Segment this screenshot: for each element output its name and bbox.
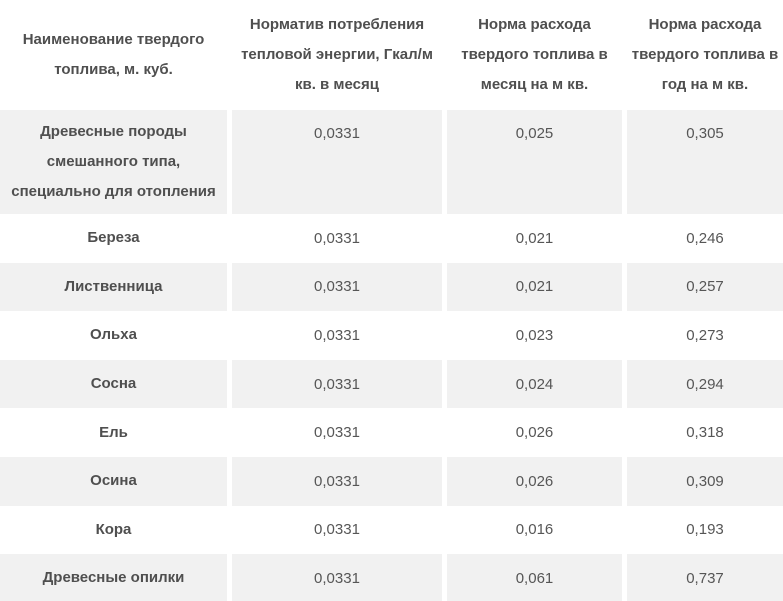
column-header-fuel-name: Наименование твердого топлива, м. куб. bbox=[0, 0, 227, 110]
table-row: Древесные опилки 0,0331 0,061 0,737 bbox=[0, 554, 783, 601]
yearly-rate-cell: 0,305 bbox=[627, 110, 783, 214]
header-line: месяц на м кв. bbox=[480, 76, 589, 93]
yearly-rate-cell: 0,294 bbox=[627, 359, 783, 409]
fuel-name-cell: Сосна bbox=[0, 359, 227, 409]
yearly-rate-cell: 0,318 bbox=[686, 424, 724, 442]
monthly-rate-cell: 0,026 bbox=[515, 424, 554, 442]
fuel-name-cell: Древесные породы смешанного типа, специа… bbox=[0, 110, 227, 214]
column-header-monthly-rate: Норма расхода твердого топлива в месяц н… bbox=[447, 0, 622, 110]
yearly-rate-cell: 0,309 bbox=[627, 456, 783, 506]
consumption-standard-cell: 0,0331 bbox=[314, 521, 360, 539]
fuel-name-cell: Осина bbox=[0, 456, 227, 506]
consumption-standard-cell: 0,0331 bbox=[232, 359, 442, 409]
yearly-rate-cell: 0,737 bbox=[627, 554, 783, 601]
header-line: Норма расхода bbox=[478, 16, 591, 33]
table-row: Сосна 0,0331 0,024 0,294 bbox=[0, 359, 783, 409]
fuel-name-cell: Лиственница bbox=[0, 262, 227, 312]
table-row: Осина 0,0331 0,026 0,309 bbox=[0, 456, 783, 506]
yearly-rate-cell: 0,193 bbox=[686, 521, 724, 539]
table-row: Береза 0,0331 0,021 0,246 bbox=[0, 214, 783, 263]
header-line: Норма расхода bbox=[648, 16, 762, 33]
table-row: Древесные породы смешанного типа, специа… bbox=[0, 110, 783, 214]
header-line: Наименование твердого bbox=[22, 31, 205, 48]
header-line: тепловой энергии, Гкал/м bbox=[241, 46, 433, 63]
header-line: твердого топлива в bbox=[461, 46, 608, 63]
consumption-standard-cell: 0,0331 bbox=[314, 326, 360, 344]
table-header-row: Наименование твердого топлива, м. куб. Н… bbox=[0, 0, 783, 110]
consumption-standard-cell: 0,0331 bbox=[314, 424, 360, 442]
consumption-standard-cell: 0,0331 bbox=[232, 456, 442, 506]
monthly-rate-cell: 0,021 bbox=[515, 229, 554, 247]
consumption-standard-cell: 0,0331 bbox=[314, 229, 360, 247]
fuel-name-cell: Кора bbox=[95, 520, 132, 538]
table-row: Ольха 0,0331 0,023 0,273 bbox=[0, 311, 783, 360]
yearly-rate-cell: 0,246 bbox=[686, 229, 724, 247]
monthly-rate-cell: 0,025 bbox=[447, 110, 622, 214]
consumption-standard-cell: 0,0331 bbox=[232, 554, 442, 601]
monthly-rate-cell: 0,061 bbox=[447, 554, 622, 601]
fuel-name-cell: Ольха bbox=[90, 326, 137, 344]
monthly-rate-cell: 0,024 bbox=[447, 359, 622, 409]
fuel-name-cell: Береза bbox=[87, 229, 140, 247]
yearly-rate-cell: 0,257 bbox=[627, 262, 783, 312]
monthly-rate-cell: 0,021 bbox=[447, 262, 622, 312]
table-row: Кора 0,0331 0,016 0,193 bbox=[0, 506, 783, 555]
consumption-standard-cell: 0,0331 bbox=[232, 110, 442, 214]
table-row: Ель 0,0331 0,026 0,318 bbox=[0, 408, 783, 457]
header-line: кв. в месяц bbox=[294, 76, 379, 93]
fuel-name-cell: Древесные опилки bbox=[0, 554, 227, 601]
column-header-yearly-rate: Норма расхода твердого топлива в год на … bbox=[627, 0, 783, 110]
monthly-rate-cell: 0,026 bbox=[447, 456, 622, 506]
yearly-rate-cell: 0,273 bbox=[686, 326, 724, 344]
monthly-rate-cell: 0,016 bbox=[515, 521, 554, 539]
header-line: твердого топлива в bbox=[631, 46, 779, 63]
monthly-rate-cell: 0,023 bbox=[515, 326, 554, 344]
consumption-standard-cell: 0,0331 bbox=[232, 262, 442, 312]
header-line: топлива, м. куб. bbox=[54, 61, 173, 78]
header-line: год на м кв. bbox=[661, 76, 749, 93]
column-header-consumption-standard: Норматив потребления тепловой энергии, Г… bbox=[232, 0, 442, 110]
header-line: Норматив потребления bbox=[249, 16, 425, 33]
table-row: Лиственница 0,0331 0,021 0,257 bbox=[0, 262, 783, 312]
fuel-name-cell: Ель bbox=[99, 423, 128, 441]
